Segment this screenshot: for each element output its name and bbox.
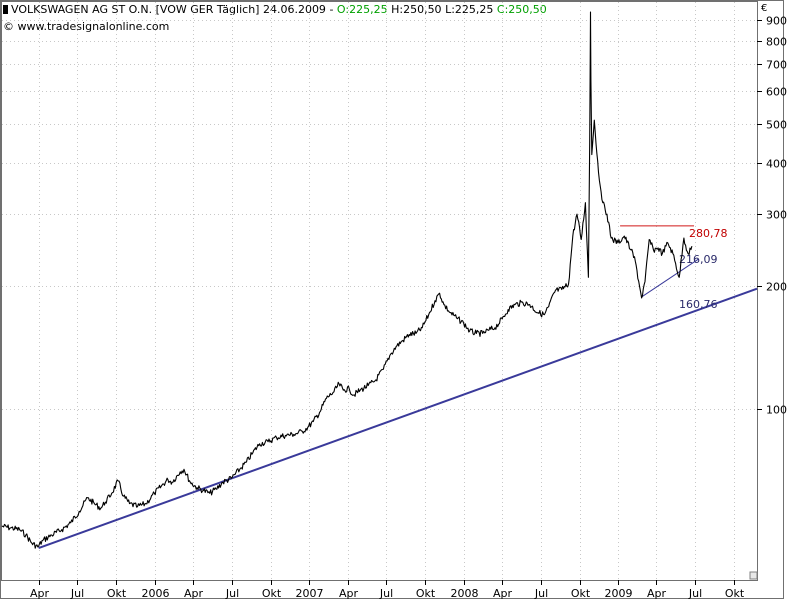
short-trendline [641, 258, 699, 298]
x-tick-label: Okt [416, 587, 436, 600]
x-tick-label: Apr [30, 587, 50, 600]
plot-frame [1, 1, 758, 581]
y-tick-label: 300 [766, 209, 787, 222]
candle-icon [3, 5, 8, 14]
x-tick-label: Jul [70, 587, 84, 600]
open-value: O:225,25 [336, 3, 388, 16]
chart-header: VOLKSWAGEN AG ST O.N. [VOW GER Täglich] … [3, 3, 547, 16]
header-separator: - [329, 3, 334, 16]
main-trendline-label: 160,76 [679, 298, 718, 311]
x-tick-label: Apr [493, 587, 513, 600]
y-tick-label: 400 [766, 158, 787, 171]
x-tick-label: Jul [688, 587, 702, 600]
x-tick-label: 2009 [605, 587, 633, 600]
close-value: C:250,50 [496, 3, 547, 16]
x-tick-label: 2006 [142, 587, 170, 600]
resize-grip [749, 571, 758, 580]
x-tick-label: Jul [379, 587, 393, 600]
instrument-name: VOLKSWAGEN AG ST O.N. [VOW GER Täglich] [11, 3, 260, 16]
y-tick-label: 800 [766, 36, 787, 49]
main-trendline [38, 287, 758, 550]
resistance-label: 280,78 [689, 227, 728, 240]
x-tick-label: Okt [725, 587, 745, 600]
y-tick-label: 100 [766, 404, 787, 417]
x-tick-label: Apr [647, 587, 667, 600]
low-value: L:225,25 [445, 3, 494, 16]
copyright-notice: © www.tradesignalonline.com [3, 20, 170, 33]
x-tick-label: 2008 [451, 587, 479, 600]
x-tick-label: Apr [184, 587, 204, 600]
y-tick-label: 700 [766, 59, 787, 72]
y-tick-label: 600 [766, 86, 787, 99]
x-tick-label: Okt [107, 587, 127, 600]
x-tick-label: Okt [262, 587, 282, 600]
price-line [1, 11, 693, 549]
currency-symbol: € [761, 3, 768, 14]
y-tick-label: 200 [766, 281, 787, 294]
x-tick-label: Jul [225, 587, 239, 600]
outer-frame [0, 0, 784, 599]
y-tick-label: 900 [766, 15, 787, 28]
x-tick-label: Okt [571, 587, 591, 600]
x-tick-label: 2007 [296, 587, 324, 600]
y-tick-label: 500 [766, 119, 787, 132]
x-tick-label: Apr [339, 587, 359, 600]
x-tick-label: Jul [534, 587, 548, 600]
quote-date: 24.06.2009 [262, 3, 326, 16]
high-value: H:250,50 [391, 3, 442, 16]
short-trendline-label: 216,09 [679, 253, 718, 266]
